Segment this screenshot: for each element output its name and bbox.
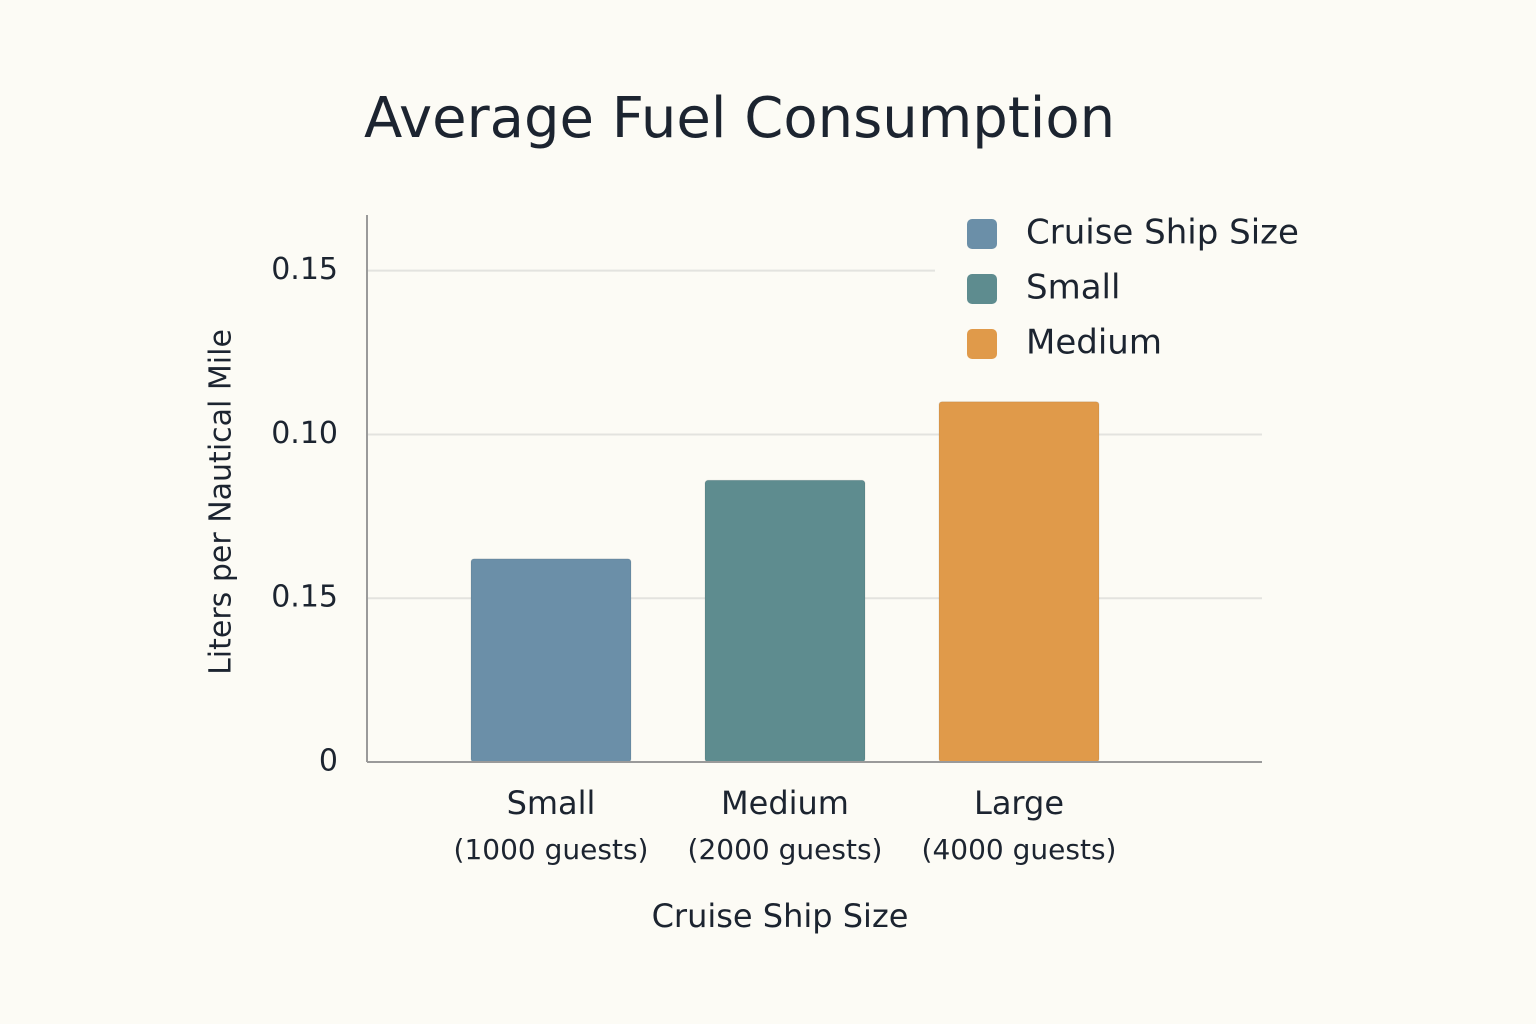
x-axis-label: Cruise Ship Size (652, 897, 909, 935)
bar (938, 401, 1100, 763)
x-tick-label: Large (974, 784, 1064, 822)
legend-label: Small (1026, 268, 1120, 308)
legend-label: Medium (1026, 323, 1162, 363)
y-tick-label: 0.10 (271, 416, 338, 451)
bar (704, 479, 866, 763)
x-tick-label: Medium (721, 784, 849, 822)
legend-label: Cruise Ship Size (1026, 213, 1299, 253)
y-axis-label: Liters per Nautical Mile (204, 329, 239, 675)
y-tick-label: 0.15 (271, 252, 338, 287)
x-tick-sublabel: (1000 guests) (454, 833, 649, 866)
y-tick-label: 0.15 (271, 580, 338, 615)
legend-swatch (967, 274, 997, 304)
y-tick-label: 0 (319, 744, 338, 779)
x-tick-sublabel: (4000 guests) (922, 833, 1117, 866)
legend-background (935, 205, 1315, 375)
legend-swatch (967, 329, 997, 359)
legend-swatch (967, 219, 997, 249)
bar (470, 558, 632, 763)
x-tick-label: Small (507, 784, 596, 822)
chart-title: Average Fuel Consumption (364, 86, 1115, 151)
x-tick-sublabel: (2000 guests) (688, 833, 883, 866)
